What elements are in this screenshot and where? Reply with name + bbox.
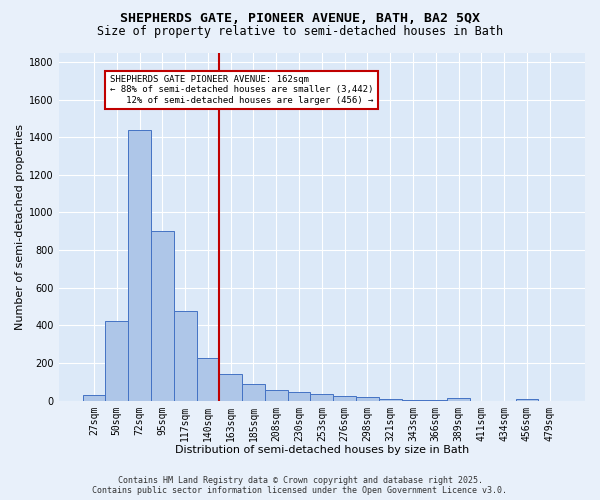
Text: SHEPHERDS GATE PIONEER AVENUE: 162sqm
← 88% of semi-detached houses are smaller : SHEPHERDS GATE PIONEER AVENUE: 162sqm ← … — [110, 75, 373, 105]
Text: SHEPHERDS GATE, PIONEER AVENUE, BATH, BA2 5QX: SHEPHERDS GATE, PIONEER AVENUE, BATH, BA… — [120, 12, 480, 26]
Bar — [128, 130, 151, 400]
Bar — [219, 374, 242, 400]
Text: Contains HM Land Registry data © Crown copyright and database right 2025.
Contai: Contains HM Land Registry data © Crown c… — [92, 476, 508, 495]
Bar — [174, 312, 197, 400]
Bar — [447, 398, 470, 400]
Bar — [83, 396, 106, 400]
Bar — [515, 399, 538, 400]
Bar — [106, 320, 128, 400]
Y-axis label: Number of semi-detached properties: Number of semi-detached properties — [15, 124, 25, 330]
Bar — [356, 397, 379, 400]
Bar — [265, 390, 287, 400]
Bar — [151, 232, 174, 400]
Bar — [379, 399, 401, 400]
Bar — [242, 384, 265, 400]
X-axis label: Distribution of semi-detached houses by size in Bath: Distribution of semi-detached houses by … — [175, 445, 469, 455]
Text: Size of property relative to semi-detached houses in Bath: Size of property relative to semi-detach… — [97, 25, 503, 38]
Bar — [287, 392, 310, 400]
Bar — [197, 358, 219, 401]
Bar — [310, 394, 333, 400]
Bar — [333, 396, 356, 400]
